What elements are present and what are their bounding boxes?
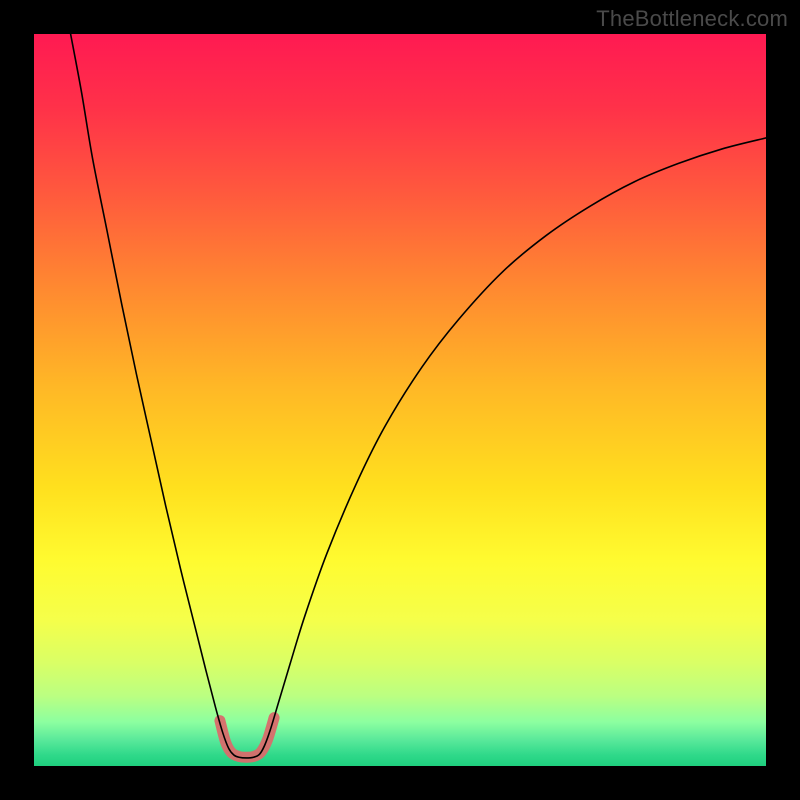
plot-area: [34, 34, 766, 766]
outer-frame: TheBottleneck.com: [0, 0, 800, 800]
chart-svg: [34, 34, 766, 766]
watermark-text: TheBottleneck.com: [596, 6, 788, 32]
